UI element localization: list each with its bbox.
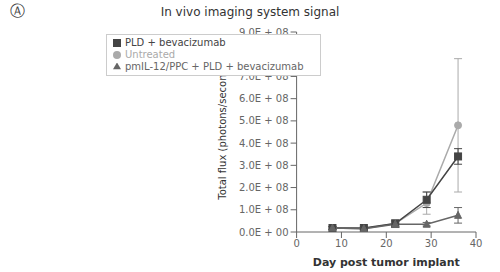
svg-text:5.0E + 08: 5.0E + 08 xyxy=(239,115,289,126)
svg-text:7.0E + 08: 7.0E + 08 xyxy=(239,71,289,82)
svg-text:Day post tumor implant: Day post tumor implant xyxy=(313,256,460,269)
svg-text:40: 40 xyxy=(470,238,483,249)
html-text:Untreated: Untreated xyxy=(125,49,176,60)
svg-text:9.0E + 08: 9.0E + 08 xyxy=(239,27,289,38)
html-text:pmIL-12/PPC + PLD + bevacizuma: pmIL-12/PPC + PLD + bevacizumab xyxy=(125,61,304,72)
svg-text:20: 20 xyxy=(380,238,393,249)
html-text:PLD + bevacizumab: PLD + bevacizumab xyxy=(125,37,226,48)
svg-text:1.0E + 08: 1.0E + 08 xyxy=(239,204,289,215)
svg-text:0: 0 xyxy=(293,238,299,249)
html-text:In vivo imaging system signal: In vivo imaging system signal xyxy=(160,5,340,19)
svg-text:Total flux (photons/second): Total flux (photons/second) xyxy=(217,64,228,201)
svg-text:4.0E + 08: 4.0E + 08 xyxy=(239,138,289,149)
svg-text:10: 10 xyxy=(335,238,348,249)
svg-text:30: 30 xyxy=(425,238,438,249)
svg-text:2.0E + 08: 2.0E + 08 xyxy=(239,182,289,193)
svg-text:0.0E + 00: 0.0E + 00 xyxy=(239,227,289,238)
svg-text:6.0E + 08: 6.0E + 08 xyxy=(239,93,289,104)
svg-text:3.0E + 08: 3.0E + 08 xyxy=(239,160,289,171)
svg-text:8.0E + 08: 8.0E + 08 xyxy=(239,49,289,60)
